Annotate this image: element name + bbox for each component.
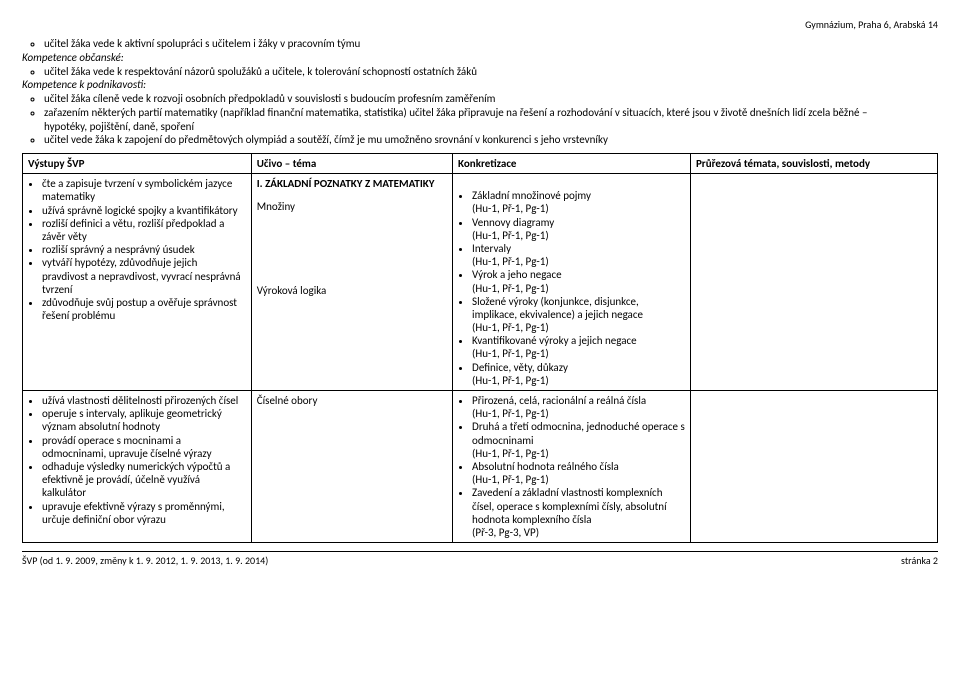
- page-footer: ŠVP (od 1. 9. 2009, změny k 1. 9. 2012, …: [22, 551, 938, 567]
- competence-heading-2: Kompetence k podnikavosti:: [22, 78, 146, 91]
- document-page: Gymnázium, Praha 6, Arabská 14 učitel žá…: [0, 0, 960, 695]
- table-header-row: Výstupy ŠVP Učivo – téma Konkretizace Pr…: [23, 154, 938, 174]
- cell-prurezova-1: [690, 174, 937, 391]
- curriculum-table: Výstupy ŠVP Učivo – téma Konkretizace Pr…: [22, 153, 938, 543]
- cell-konkretizace-2: Přirozená, celá, racionální a reálná čís…: [453, 391, 691, 543]
- header-school-name: Gymnázium, Praha 6, Arabská 14: [22, 18, 938, 31]
- col-header-prurezova: Průřezová témata, souvislosti, metody: [690, 154, 937, 174]
- table-row: čte a zapisuje tvrzení v symbolickém jaz…: [23, 174, 938, 391]
- intro-line-2: učitel žáka vede k respektování názorů s…: [44, 65, 938, 79]
- cell-ucivo-1: I. ZÁKLADNÍ POZNATKY Z MATEMATIKY Množin…: [251, 174, 452, 391]
- intro-line-5: učitel vede žáka k zapojení do předmětov…: [44, 133, 938, 147]
- cell-ucivo-2: Číselné obory: [251, 391, 452, 543]
- col-header-ucivo: Učivo – téma: [251, 154, 452, 174]
- cell-vystupy-2: užívá vlastnosti dělitelnosti přirozenýc…: [23, 391, 252, 543]
- col-header-konkretizace: Konkretizace: [453, 154, 691, 174]
- intro-line-1: učitel žáka vede k aktivní spolupráci s …: [44, 37, 938, 51]
- intro-line-3: učitel žáka cíleně vede k rozvoji osobní…: [44, 92, 938, 106]
- intro-text-block: učitel žáka vede k aktivní spolupráci s …: [22, 37, 938, 147]
- competence-heading-1: Kompetence občanské:: [22, 51, 124, 64]
- col-header-vystupy: Výstupy ŠVP: [23, 154, 252, 174]
- footer-left: ŠVP (od 1. 9. 2009, změny k 1. 9. 2012, …: [22, 554, 268, 567]
- cell-vystupy-1: čte a zapisuje tvrzení v symbolickém jaz…: [23, 174, 252, 391]
- table-row: užívá vlastnosti dělitelnosti přirozenýc…: [23, 391, 938, 543]
- cell-konkretizace-1: Základní množinové pojmy (Hu-1, Př-1, Pg…: [453, 174, 691, 391]
- cell-prurezova-2: [690, 391, 937, 543]
- footer-page-number: stránka 2: [901, 554, 938, 567]
- intro-line-4: zařazením některých partií matematiky (n…: [44, 106, 938, 134]
